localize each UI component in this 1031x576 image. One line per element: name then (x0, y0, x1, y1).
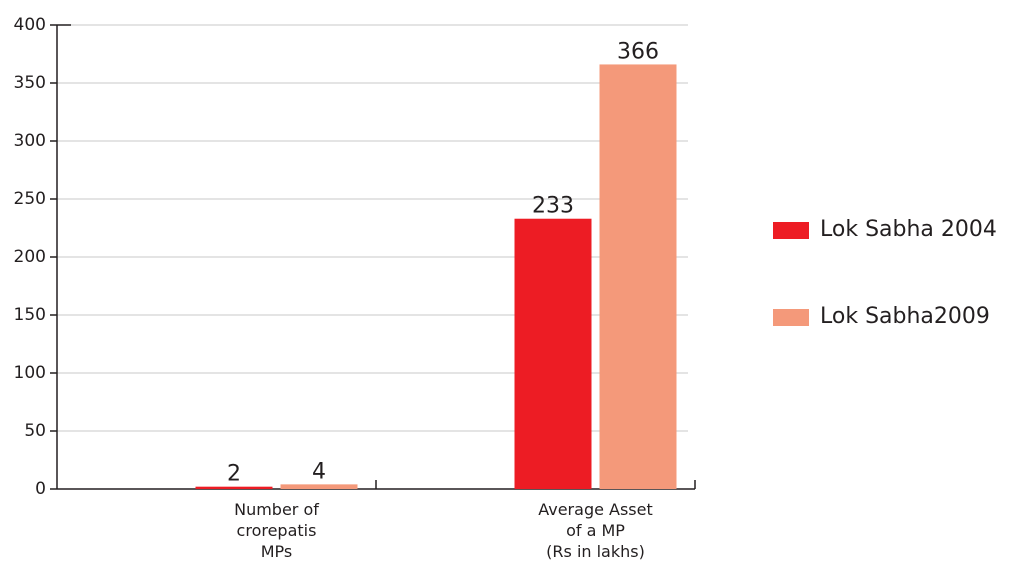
legend-swatch (773, 222, 809, 239)
y-tick-label: 350 (14, 73, 46, 93)
y-tick-label: 200 (14, 247, 46, 267)
bar (280, 484, 358, 489)
x-tick-label: Average Asset of a MP (Rs in lakhs) (538, 500, 653, 561)
legend-swatch (773, 309, 809, 326)
y-tick-label: 100 (14, 363, 46, 383)
value-label: 4 (312, 459, 326, 484)
bar (514, 218, 592, 489)
value-label: 233 (532, 194, 574, 219)
bar (599, 64, 677, 489)
y-tick-label: 150 (14, 305, 46, 325)
value-label: 2 (227, 462, 241, 487)
x-tick-label: Number of crorepatis MPs (234, 500, 319, 561)
bar (195, 486, 273, 489)
y-tick-label: 50 (24, 421, 46, 441)
legend-label: Lok Sabha2009 (820, 304, 990, 329)
legend-label: Lok Sabha 2004 (820, 217, 997, 242)
y-tick-label: 250 (14, 189, 46, 209)
y-tick-label: 300 (14, 131, 46, 151)
y-tick-label: 0 (35, 479, 46, 499)
value-label: 366 (617, 39, 659, 64)
y-tick-label: 400 (14, 15, 46, 35)
